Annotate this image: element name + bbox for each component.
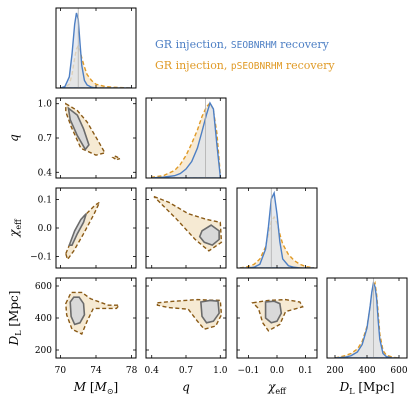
corner-panels: 70 74 78 0.4 0.7 1.0 −0.1 0.0 0.1 200 400 600 0.4 0.7…	[7, 7, 408, 396]
x-tick-label-q: 1.0	[213, 366, 228, 376]
contour-panel-M_D	[55, 277, 137, 359]
contour-seobnrhm-M_chi	[68, 213, 87, 246]
y-tick-label-D_L: 200	[35, 346, 52, 356]
contour-panel-q_D	[145, 277, 227, 359]
contour-seobnrhm-M_q	[67, 106, 90, 151]
x-tick-label-M: 78	[126, 366, 138, 376]
marginal-seobnrhm-q	[151, 101, 221, 178]
legend-entry-pseobnrhm-prefix: GR injection,	[155, 59, 231, 72]
marginal-seobnrhm-chi_eff	[239, 190, 315, 268]
legend-entry-pseobnrhm-suffix: recovery	[282, 59, 335, 72]
y-tick-label-chi_eff: 0.1	[38, 195, 52, 205]
legend-entry-seobnrhm-code: SEOBNRHM	[231, 40, 277, 51]
x-axis-label-M: M [M⊙]	[73, 380, 118, 396]
x-tick-label-chi_eff: 0.1	[298, 366, 312, 376]
contour-panel-q_chi	[145, 187, 227, 269]
legend-entry-pseobnrhm-code: pSEOBNRHM	[231, 61, 283, 72]
marginal-panel-M	[55, 7, 137, 89]
marginal-seobnrhm-M	[60, 12, 132, 88]
panel-frame	[55, 7, 137, 89]
x-tick-label-D_L: 400	[358, 366, 375, 376]
x-tick-label-q: 0.4	[145, 366, 160, 376]
y-tick-label-q: 0.4	[38, 168, 53, 178]
contour-pseobnrhm-island-M_q	[111, 155, 122, 161]
legend-entry-seobnrhm: GR injection, SEOBNRHM recovery	[155, 38, 330, 51]
marginal-seobnrhm-D_L	[334, 280, 399, 358]
y-axis-label-q: q	[7, 134, 21, 142]
contour-panel-chi_D	[236, 277, 318, 359]
legend-entry-seobnrhm-suffix: recovery	[277, 38, 330, 51]
y-tick-label-q: 0.7	[38, 134, 53, 144]
x-tick-label-q: 0.7	[179, 366, 194, 376]
contour-pseobnrhm-M_chi	[65, 200, 102, 261]
x-axis-label-q: q	[182, 380, 190, 394]
y-axis-label-chi-eff: χeff	[7, 218, 23, 238]
x-tick-label-D_L: 600	[390, 366, 407, 376]
y-axis-label-d-l: DL [Mpc]	[7, 291, 23, 347]
marginal-panel-D_L	[326, 277, 408, 359]
legend-entry-seobnrhm-prefix: GR injection,	[155, 38, 231, 51]
contour-seobnrhm-q_D	[200, 299, 220, 324]
y-tick-label-q: 1.0	[38, 100, 53, 110]
y-tick-label-chi_eff: 0.0	[38, 224, 53, 234]
marginal-panel-q	[145, 97, 227, 179]
contour-seobnrhm-q_chi	[198, 224, 220, 247]
contour-panel-M_q	[55, 97, 137, 179]
x-axis-label-chi-eff: χeff	[267, 380, 287, 396]
x-tick-label-M: 74	[90, 366, 102, 376]
legend: GR injection, SEOBNRHM recovery GR injec…	[155, 38, 335, 72]
contour-seobnrhm-chi_D	[264, 300, 283, 324]
x-axis-label-d-l: DL [Mpc]	[339, 380, 395, 396]
x-tick-label-M: 70	[55, 366, 67, 376]
y-tick-label-chi_eff: −0.1	[30, 253, 52, 263]
x-tick-label-chi_eff: 0.0	[270, 366, 285, 376]
y-tick-label-D_L: 600	[35, 282, 52, 292]
contour-panel-M_chi	[55, 187, 137, 269]
contour-seobnrhm-M_D	[69, 296, 86, 326]
marginal-panel-chi_eff	[236, 187, 318, 269]
x-tick-label-chi_eff: −0.1	[237, 366, 259, 376]
y-tick-label-D_L: 400	[35, 314, 52, 324]
x-tick-label-D_L: 200	[326, 366, 343, 376]
legend-entry-pseobnrhm: GR injection, pSEOBNRHM recovery	[155, 59, 335, 72]
